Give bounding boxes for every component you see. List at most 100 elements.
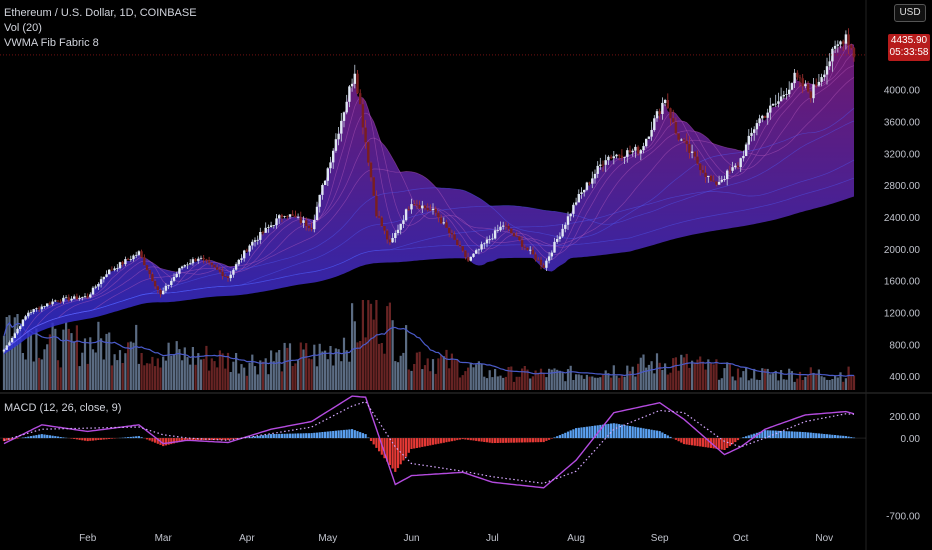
macd-histogram-bar: [736, 438, 740, 441]
fabric-line-144: [3, 159, 855, 351]
vwma-indicator-label[interactable]: VWMA Fib Fabric 8: [4, 37, 99, 49]
macd-histogram-bar: [828, 434, 831, 439]
candle-body: [680, 139, 683, 141]
macd-histogram-bar: [677, 438, 680, 442]
volume-bar: [477, 361, 480, 390]
candle-body: [731, 167, 734, 171]
volume-bar: [599, 377, 602, 390]
macd-histogram-bar: [842, 435, 845, 439]
volume-bar: [226, 352, 230, 390]
macd-histogram-bar: [127, 437, 130, 438]
candle-body: [97, 284, 100, 287]
volume-bar: [259, 360, 262, 390]
volume-bar: [326, 359, 329, 390]
candle-body: [493, 230, 497, 239]
macd-histogram-bar: [280, 433, 283, 438]
candle-body: [67, 297, 70, 301]
candle-body: [24, 316, 27, 320]
candle-body: [747, 135, 750, 145]
volume-bar: [804, 376, 807, 390]
candle-body: [172, 277, 176, 281]
volume-bar: [253, 366, 257, 390]
time-axis-label: Jun: [403, 533, 419, 544]
candle-body: [769, 105, 772, 113]
macd-histogram-bar: [256, 436, 259, 439]
macd-histogram-bar: [410, 438, 413, 449]
currency-button[interactable]: USD: [894, 4, 926, 22]
macd-histogram-bar: [521, 438, 524, 443]
bar-countdown: 05:33:58: [889, 47, 929, 58]
candle-body: [372, 177, 375, 196]
volume-bar: [27, 331, 30, 390]
candle-body: [763, 115, 767, 118]
candle-body: [302, 220, 305, 223]
macd-histogram-bar: [259, 435, 262, 439]
volume-indicator-label[interactable]: Vol (20): [4, 22, 42, 34]
macd-indicator-label[interactable]: MACD (12, 26, close, 9): [4, 402, 122, 414]
candle-body: [750, 132, 753, 136]
fabric-line-13: [3, 52, 855, 351]
candle-body: [801, 78, 804, 87]
volume-bar: [774, 370, 777, 390]
volume-bar: [626, 365, 629, 390]
time-axis-label: Nov: [815, 533, 833, 544]
volume-bar: [780, 370, 783, 390]
macd-histogram-bar: [170, 438, 173, 445]
volume-bar: [496, 376, 499, 390]
macd-axis-label: 0.00: [901, 434, 921, 445]
volume-bar: [348, 361, 351, 390]
volume-bar: [208, 370, 211, 390]
macd-histogram-bar: [89, 438, 92, 441]
macd-histogram-bar: [836, 435, 839, 439]
macd-histogram-bar: [550, 438, 553, 439]
candle-body: [167, 284, 170, 286]
candle-body: [148, 269, 151, 275]
macd-histogram-bar: [421, 438, 424, 447]
candle-body: [367, 142, 370, 163]
candle-body: [178, 268, 181, 274]
macd-histogram-bar: [825, 434, 829, 438]
macd-histogram-bar: [634, 426, 637, 439]
macd-histogram-bar: [129, 436, 132, 439]
candle-body: [121, 262, 124, 264]
volume-bar: [526, 369, 529, 390]
volume-bar: [558, 370, 561, 390]
macd-histogram-bar: [86, 438, 89, 442]
candle-body: [307, 225, 311, 229]
volume-bar: [820, 376, 823, 390]
macd-histogram-bar: [793, 431, 796, 439]
candle-body: [126, 259, 130, 260]
macd-histogram-bar: [583, 427, 586, 439]
macd-histogram-bar: [464, 438, 467, 440]
macd-histogram-bar: [140, 437, 143, 439]
candle-body: [364, 127, 367, 143]
candle-body: [804, 84, 807, 87]
candle-body: [631, 150, 634, 153]
candle-body: [777, 101, 780, 104]
volume-bar: [237, 373, 240, 390]
candle-body: [197, 258, 200, 261]
candle-body: [402, 220, 405, 224]
macd-histogram-bar: [696, 438, 699, 447]
macd-histogram-bar: [253, 436, 257, 438]
macd-histogram-bar: [731, 438, 734, 445]
macd-histogram-bar: [191, 438, 194, 441]
volume-bar: [769, 374, 772, 390]
macd-histogram-bar: [367, 437, 370, 438]
macd-histogram-bar: [580, 427, 583, 438]
candle-body: [70, 298, 73, 301]
volume-bar: [135, 324, 138, 390]
volume-bar: [566, 369, 570, 390]
candle-body: [820, 77, 823, 82]
candle-body: [577, 194, 580, 203]
candle-body: [850, 45, 853, 49]
macd-histogram-bar: [607, 423, 610, 439]
price-axis-label: 800.00: [889, 340, 920, 351]
volume-bar: [550, 369, 553, 390]
volume-bar: [620, 375, 623, 390]
volume-bar: [612, 365, 615, 390]
candle-body: [46, 303, 49, 307]
candle-body: [145, 265, 149, 270]
volume-bar: [91, 349, 95, 390]
candle-body: [483, 243, 486, 245]
